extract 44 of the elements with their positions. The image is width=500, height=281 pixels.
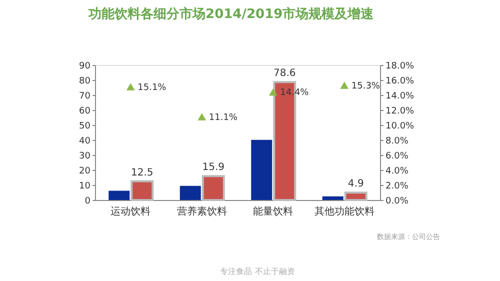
- chart-title: 功能饮料各细分市场2014/2019市场规模及增速: [88, 6, 375, 22]
- data-label: 15.9: [202, 162, 225, 174]
- y2-tick-label: 16.0%: [386, 76, 415, 86]
- data-label: 12.5: [130, 167, 154, 178]
- y2-tick-label: 4.0%: [386, 166, 409, 176]
- y2-tick-label: 2.0%: [386, 182, 409, 192]
- y2-tick-label: 8.0%: [386, 136, 409, 146]
- y2-tick-label: 10.0%: [386, 122, 415, 132]
- x-tick-label: 其他功能饮料: [314, 206, 374, 218]
- y-tick-label: 90: [79, 62, 91, 72]
- bar: [180, 186, 201, 200]
- y2-tick-label: 12.0%: [386, 106, 415, 116]
- data-label: 15.1%: [138, 82, 167, 93]
- point: [126, 83, 135, 90]
- y-tick-label: 40: [79, 136, 91, 146]
- y-tick-label: 80: [79, 76, 91, 86]
- x-tick-label: 能量饮料: [253, 206, 294, 218]
- y2-tick-label: 0.0%: [386, 196, 409, 206]
- x-tick-label: 运动饮料: [110, 206, 151, 218]
- y2-tick-label: 14.0%: [386, 92, 415, 102]
- point: [340, 82, 349, 89]
- y-tick-label: 50: [79, 122, 91, 132]
- y2-tick-label: 6.0%: [386, 152, 409, 162]
- bar: [108, 190, 130, 200]
- point: [198, 113, 206, 120]
- bar: [202, 175, 225, 201]
- y-tick-label: 60: [79, 106, 91, 116]
- bar: [251, 140, 272, 200]
- y-tick-label: 20: [79, 166, 91, 176]
- x-tick-label: 营养素饮料: [176, 206, 227, 218]
- bar: [344, 192, 368, 201]
- data-label: 11.1%: [208, 112, 238, 123]
- y2-tick-label: 18.0%: [386, 62, 415, 72]
- text: 专注食品 不止于融资: [220, 267, 295, 276]
- bar: [322, 196, 344, 200]
- y-tick-label: 30: [79, 152, 91, 162]
- data-label: 78.6: [273, 68, 296, 80]
- y-tick-label: 10: [79, 182, 91, 192]
- y-tick-label: 70: [79, 92, 91, 102]
- point: [268, 88, 278, 96]
- y-tick-label: 0: [84, 196, 91, 206]
- bar: [130, 180, 154, 201]
- data-label: 15.3%: [351, 81, 380, 92]
- data-label: 4.9: [348, 178, 364, 190]
